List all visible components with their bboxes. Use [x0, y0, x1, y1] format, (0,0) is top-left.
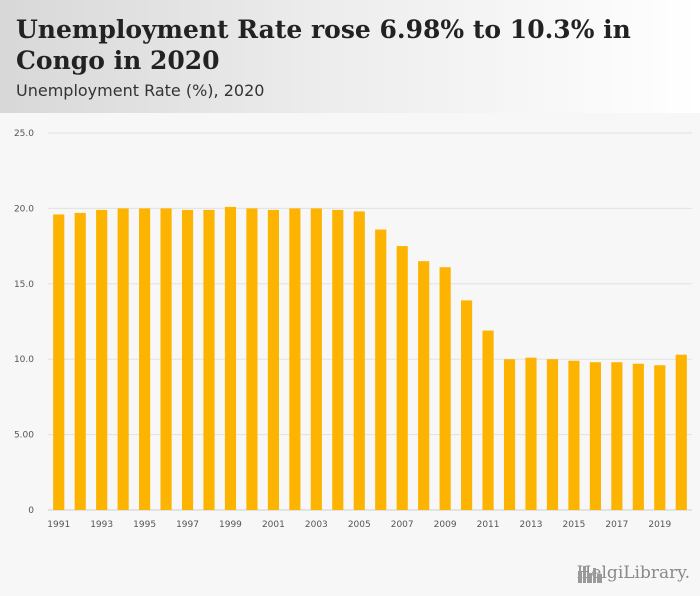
- bar-1996: [160, 208, 172, 510]
- bar-2008: [418, 261, 430, 510]
- x-tick-label: 2005: [348, 520, 371, 530]
- y-tick-label: 10.0: [14, 355, 34, 365]
- chart-area: 0 5.00 10.0 15.0 20.0 25.0 1991 1993 1995 1997 199…: [0, 113, 700, 596]
- bar-2017: [611, 362, 623, 510]
- bar-1992: [74, 212, 86, 510]
- y-tick-label: 5.00: [14, 431, 34, 441]
- x-tick-label: 2009: [434, 520, 457, 530]
- bar-2010: [461, 300, 473, 510]
- bar-2006: [375, 229, 387, 510]
- bar-2005: [353, 211, 365, 510]
- bar-2004: [332, 209, 344, 510]
- x-tick-label: 1999: [219, 520, 242, 530]
- helgilibrary-logo: HelgiLibrary.: [577, 563, 690, 583]
- x-tick-label: 2007: [391, 520, 414, 530]
- x-tick-label: 2017: [605, 520, 628, 530]
- bar-1991: [53, 214, 65, 510]
- bar-1999: [224, 206, 237, 510]
- y-tick-label: 25.0: [14, 129, 34, 139]
- x-tick-label: 2003: [305, 520, 328, 530]
- bar-2015: [568, 360, 580, 510]
- bar-2002: [289, 208, 301, 510]
- y-tick-label: 15.0: [14, 280, 34, 290]
- bar-1994: [117, 208, 129, 510]
- bar-2001: [267, 209, 279, 510]
- x-tick-label: 2015: [562, 520, 585, 530]
- bar-2016: [589, 362, 601, 510]
- chart-header: Unemployment Rate rose 6.98% to 10.3% in…: [0, 0, 700, 113]
- bar-1995: [139, 208, 151, 510]
- bar-2011: [482, 330, 494, 510]
- bar-2012: [503, 359, 516, 510]
- bar-2013: [525, 357, 537, 510]
- bar-2020: [675, 354, 687, 510]
- bar-chart: 0 5.00 10.0 15.0 20.0 25.0 1991 1993 1995 1997 199…: [14, 129, 692, 530]
- chart-title: Unemployment Rate rose 6.98% to 10.3% in…: [16, 15, 631, 75]
- x-tick-label: 1993: [90, 520, 113, 530]
- bar-2000: [246, 208, 258, 510]
- bar-2007: [396, 246, 408, 510]
- city-skyline-icon: [577, 566, 602, 583]
- x-tick-label: 1997: [176, 520, 199, 530]
- x-tick-label: 1991: [47, 520, 70, 530]
- x-tick-label: 1995: [133, 520, 156, 530]
- bar-1993: [96, 209, 108, 510]
- x-tick-label: 2019: [648, 520, 671, 530]
- y-tick-label: 20.0: [14, 204, 34, 214]
- bar-2009: [439, 267, 451, 510]
- logo-text: HelgiLibrary.: [576, 563, 690, 583]
- y-tick-label: 0: [28, 506, 34, 516]
- bar-2014: [546, 359, 559, 510]
- bar-1998: [203, 209, 215, 510]
- x-tick-label: 2013: [520, 520, 543, 530]
- bar-2018: [632, 363, 644, 510]
- chart-subtitle: Unemployment Rate (%), 2020: [16, 81, 265, 100]
- x-tick-label: 2001: [262, 520, 285, 530]
- bar-1997: [181, 209, 194, 510]
- x-tick-label: 2011: [477, 520, 500, 530]
- bar-2003: [310, 208, 322, 510]
- bar-2019: [654, 365, 666, 510]
